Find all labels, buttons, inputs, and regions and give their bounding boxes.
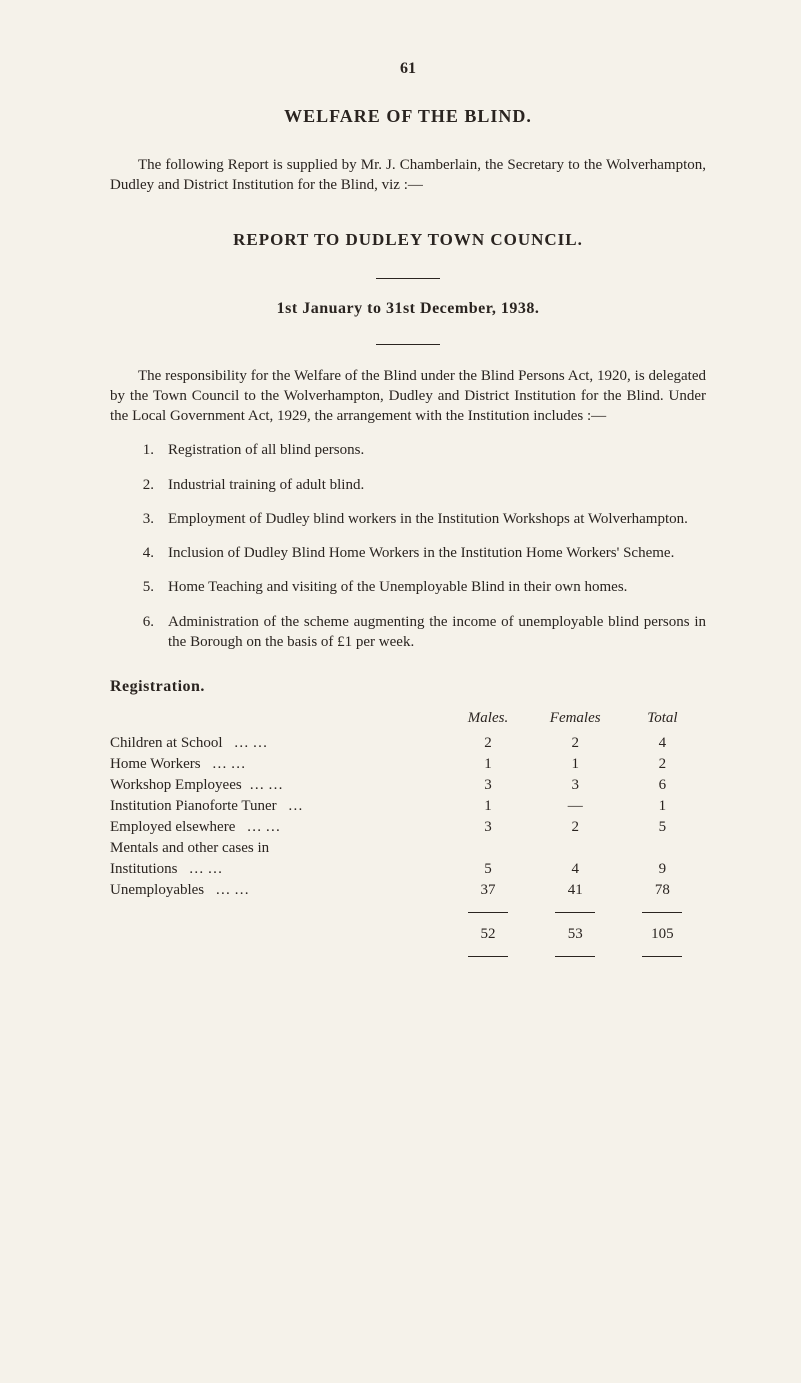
list-item: 3. Employment of Dudley blind workers in…	[110, 509, 706, 529]
list-number: 2.	[110, 475, 168, 495]
row-total: 6	[619, 775, 706, 796]
registration-heading: Registration.	[110, 678, 706, 696]
table-header-row: Males. Females Total	[110, 708, 706, 733]
total-females: 53	[532, 922, 619, 945]
row-dots: … …	[189, 861, 223, 877]
row-males: 1	[444, 754, 531, 775]
row-dots: …	[288, 798, 303, 814]
table-row: Children at School … … 2 2 4	[110, 733, 706, 754]
date-range: 1st January to 31st December, 1938.	[110, 300, 706, 318]
list-text: Home Teaching and visiting of the Unempl…	[168, 577, 706, 597]
table-row: Workshop Employees … … 3 3 6	[110, 775, 706, 796]
row-females: 2	[532, 733, 619, 754]
final-rule-row	[110, 945, 706, 966]
row-dots: … …	[247, 819, 281, 835]
col-header-total: Total	[619, 708, 706, 733]
totals-rule-row	[110, 901, 706, 922]
list-text: Employment of Dudley blind workers in th…	[168, 509, 706, 529]
row-females: —	[532, 796, 619, 817]
divider	[110, 332, 706, 350]
row-females: 3	[532, 775, 619, 796]
list-number: 6.	[110, 612, 168, 653]
table-row: Unemployables … … 37 41 78	[110, 880, 706, 901]
totals-row: 52 53 105	[110, 922, 706, 945]
body-paragraph: The responsibility for the Welfare of th…	[110, 366, 706, 427]
list-item: 5. Home Teaching and visiting of the Une…	[110, 577, 706, 597]
table-row: Home Workers … … 1 1 2	[110, 754, 706, 775]
document-page: 61 WELFARE OF THE BLIND. The following R…	[0, 0, 801, 1026]
row-label: Institutions	[110, 861, 178, 877]
row-females: 4	[532, 859, 619, 880]
list-number: 5.	[110, 577, 168, 597]
row-total: 5	[619, 817, 706, 838]
row-dots: … …	[249, 777, 283, 793]
row-males: 37	[444, 880, 531, 901]
row-label: Workshop Employees	[110, 777, 242, 793]
list-number: 4.	[110, 543, 168, 563]
list-text: Inclusion of Dudley Blind Home Workers i…	[168, 543, 706, 563]
row-males: 5	[444, 859, 531, 880]
list-item: 2. Industrial training of adult blind.	[110, 475, 706, 495]
divider	[110, 266, 706, 284]
row-label: Unemployables	[110, 882, 204, 898]
row-total: 4	[619, 733, 706, 754]
list-item: 1. Registration of all blind persons.	[110, 440, 706, 460]
list-number: 3.	[110, 509, 168, 529]
col-header-males: Males.	[444, 708, 531, 733]
registration-table: Males. Females Total Children at School …	[110, 708, 706, 966]
table-row: Institutions … … 5 4 9	[110, 859, 706, 880]
total-total: 105	[619, 922, 706, 945]
row-dots: … …	[234, 735, 268, 751]
row-total: 9	[619, 859, 706, 880]
list-text: Administration of the scheme augmenting …	[168, 612, 706, 653]
total-males: 52	[444, 922, 531, 945]
row-label: Children at School	[110, 735, 223, 751]
list-item: 6. Administration of the scheme augmenti…	[110, 612, 706, 653]
table-row: Employed elsewhere … … 3 2 5	[110, 817, 706, 838]
list-item: 4. Inclusion of Dudley Blind Home Worker…	[110, 543, 706, 563]
list-text: Industrial training of adult blind.	[168, 475, 706, 495]
row-males: 1	[444, 796, 531, 817]
row-dots: … …	[212, 756, 246, 772]
report-subtitle: REPORT TO DUDLEY TOWN COUNCIL.	[110, 230, 706, 250]
row-females: 41	[532, 880, 619, 901]
page-number: 61	[110, 60, 706, 78]
col-header-females: Females	[532, 708, 619, 733]
row-total: 1	[619, 796, 706, 817]
row-label: Home Workers	[110, 756, 201, 772]
row-total: 2	[619, 754, 706, 775]
intro-paragraph: The following Report is supplied by Mr. …	[110, 155, 706, 196]
row-males: 3	[444, 775, 531, 796]
row-males: 2	[444, 733, 531, 754]
row-females: 2	[532, 817, 619, 838]
row-females: 1	[532, 754, 619, 775]
document-title: WELFARE OF THE BLIND.	[110, 106, 706, 127]
table-row: Institution Pianoforte Tuner … 1 — 1	[110, 796, 706, 817]
list-number: 1.	[110, 440, 168, 460]
row-label: Institution Pianoforte Tuner	[110, 798, 277, 814]
row-label: Mentals and other cases in	[110, 840, 269, 856]
list-text: Registration of all blind persons.	[168, 440, 706, 460]
row-label: Employed elsewhere	[110, 819, 235, 835]
row-dots: … …	[215, 882, 249, 898]
row-total: 78	[619, 880, 706, 901]
row-males: 3	[444, 817, 531, 838]
table-row: Mentals and other cases in	[110, 838, 706, 859]
